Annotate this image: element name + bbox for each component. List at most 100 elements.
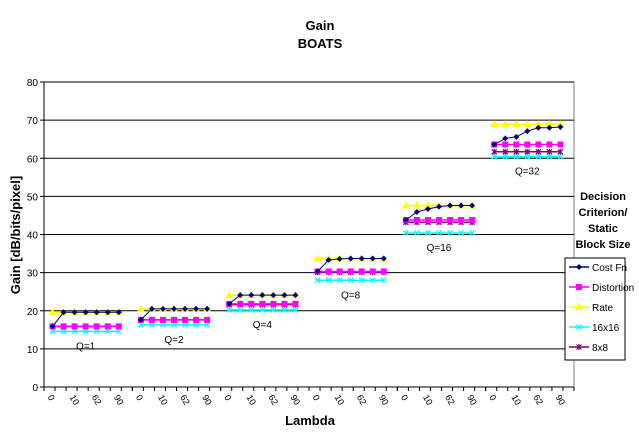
marker-diamond bbox=[270, 292, 277, 299]
x-tick-label: 90 bbox=[112, 393, 126, 407]
legend-label: 8x8 bbox=[592, 343, 609, 354]
x-tick-label: 10 bbox=[244, 393, 258, 407]
marker-square bbox=[115, 323, 122, 330]
marker-x bbox=[82, 328, 89, 335]
marker-square bbox=[248, 300, 255, 307]
marker-square bbox=[193, 316, 200, 323]
marker-square bbox=[71, 323, 78, 330]
marker-diamond bbox=[159, 305, 166, 312]
marker-diamond bbox=[182, 305, 189, 312]
x-tick-label: 90 bbox=[200, 393, 214, 407]
marker-diamond bbox=[347, 255, 354, 262]
marker-diamond bbox=[435, 203, 442, 210]
x-tick-label: 0 bbox=[399, 393, 410, 402]
marker-x bbox=[546, 153, 553, 160]
marker-x bbox=[270, 307, 277, 313]
marker-diamond bbox=[576, 264, 582, 270]
marker-diamond bbox=[413, 209, 420, 216]
x-tick-label: 62 bbox=[90, 393, 104, 407]
y-axis-label: Gain [dB/bits/pixel] bbox=[8, 176, 23, 294]
marker-diamond bbox=[93, 309, 100, 316]
marker-x bbox=[458, 230, 465, 236]
marker-diamond bbox=[535, 124, 542, 131]
x-tick-label: 10 bbox=[68, 393, 82, 407]
marker-square bbox=[336, 268, 343, 275]
marker-diamond bbox=[557, 123, 564, 130]
legend-item: Cost Fn bbox=[569, 263, 627, 274]
marker-square bbox=[546, 141, 553, 148]
marker-square bbox=[159, 316, 166, 323]
marker-diamond bbox=[49, 323, 56, 330]
marker-x bbox=[171, 321, 177, 328]
marker-square bbox=[93, 323, 100, 330]
marker-x bbox=[491, 153, 498, 160]
legend-box bbox=[564, 257, 626, 361]
marker-x bbox=[413, 230, 420, 236]
marker-square bbox=[380, 268, 387, 275]
x-tick-label: 90 bbox=[377, 393, 391, 407]
marker-x bbox=[281, 307, 288, 313]
marker-square bbox=[424, 217, 431, 224]
legend-title-line: Decision bbox=[580, 191, 626, 203]
marker-x bbox=[137, 321, 144, 328]
marker-x bbox=[292, 307, 299, 313]
x-tick-label: 62 bbox=[178, 393, 192, 407]
marker-x bbox=[436, 230, 442, 236]
legend-item: Rate bbox=[569, 303, 614, 314]
marker-x bbox=[93, 328, 100, 335]
marker-diamond bbox=[193, 305, 200, 312]
marker-x bbox=[314, 277, 321, 284]
x-tick-label: 10 bbox=[509, 393, 523, 407]
marker-square bbox=[469, 217, 476, 224]
marker-diamond bbox=[292, 292, 299, 299]
marker-diamond bbox=[204, 305, 211, 312]
x-tick-label: 10 bbox=[421, 393, 435, 407]
x-tick-label: 0 bbox=[46, 393, 57, 402]
marker-square bbox=[259, 300, 266, 307]
marker-x bbox=[557, 153, 564, 160]
x-tick-label: 0 bbox=[134, 393, 145, 402]
marker-triangle bbox=[48, 308, 57, 316]
marker-star bbox=[524, 148, 531, 155]
marker-diamond bbox=[71, 309, 78, 316]
marker-triangle bbox=[512, 119, 521, 127]
y-tick-label: 10 bbox=[27, 345, 39, 356]
group-label: Q=8 bbox=[341, 290, 361, 301]
chart-subtitle: BOATS bbox=[298, 36, 343, 51]
marker-square bbox=[270, 300, 277, 307]
marker-triangle bbox=[490, 119, 499, 127]
marker-x bbox=[576, 324, 582, 330]
y-tick-label: 50 bbox=[27, 192, 39, 203]
x-tick-label: 62 bbox=[266, 393, 280, 407]
marker-x bbox=[380, 277, 387, 284]
marker-triangle bbox=[556, 119, 565, 127]
marker-star bbox=[502, 148, 509, 155]
marker-x bbox=[226, 307, 233, 313]
marker-diamond bbox=[248, 292, 255, 299]
marker-square bbox=[458, 217, 465, 224]
marker-x bbox=[402, 230, 409, 236]
y-tick-label: 60 bbox=[27, 154, 39, 165]
marker-star bbox=[546, 148, 553, 155]
marker-star bbox=[535, 148, 542, 155]
marker-diamond bbox=[325, 257, 332, 264]
marker-square bbox=[513, 141, 520, 148]
marker-x bbox=[49, 328, 56, 335]
series-cost-fn bbox=[49, 123, 564, 330]
marker-triangle bbox=[575, 303, 583, 310]
x-tick-label: 62 bbox=[531, 393, 545, 407]
group-label: Q=2 bbox=[164, 335, 184, 346]
marker-x bbox=[60, 328, 67, 335]
marker-diamond bbox=[469, 202, 476, 209]
x-tick-label: 0 bbox=[222, 393, 233, 402]
marker-triangle bbox=[401, 201, 410, 209]
x-tick-label: 0 bbox=[311, 393, 322, 402]
marker-triangle bbox=[225, 291, 234, 299]
marker-x bbox=[193, 321, 200, 328]
marker-diamond bbox=[104, 309, 111, 316]
legend-title-line: Static bbox=[588, 223, 618, 235]
marker-diamond bbox=[424, 205, 431, 212]
x-tick-label: 90 bbox=[465, 393, 479, 407]
